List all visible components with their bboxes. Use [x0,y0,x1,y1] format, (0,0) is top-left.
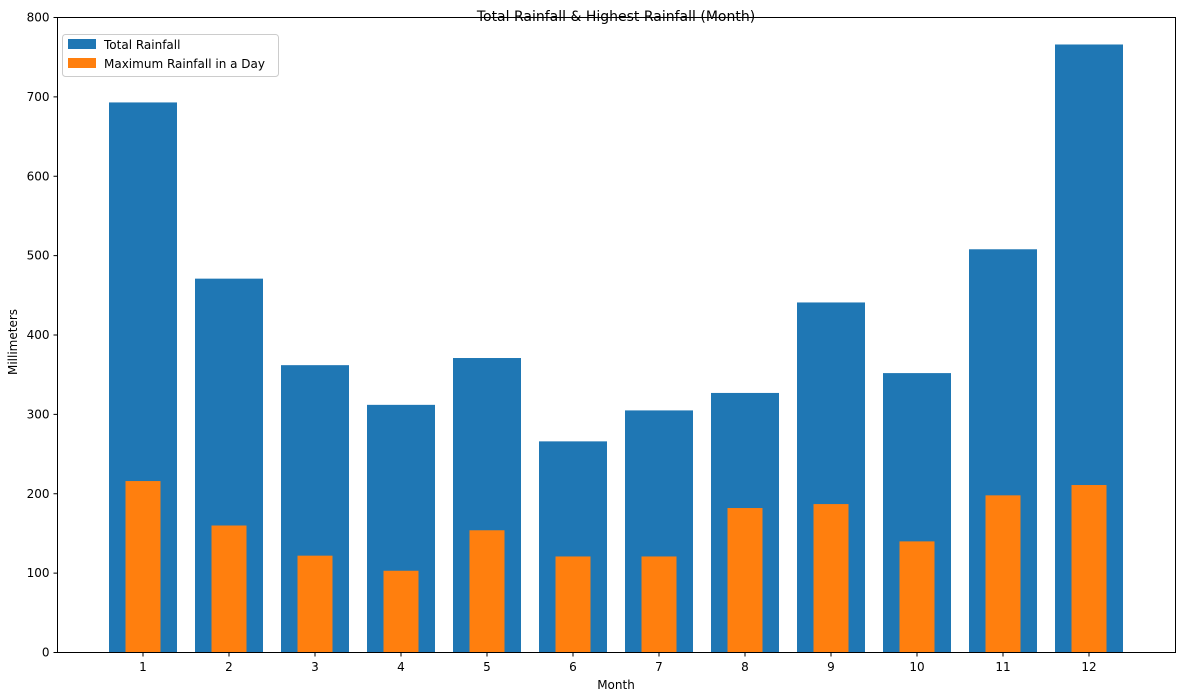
x-tick-label-11: 11 [995,660,1010,674]
y-axis-ticks: 0 100 200 300 400 500 600 700 800 [27,11,58,660]
y-tick-label-200: 200 [27,487,50,501]
bar-max-rainfall-6 [555,556,591,653]
legend-swatch-max [68,58,96,68]
legend: Total Rainfall Maximum Rainfall in a Day [62,34,279,77]
x-tick-label-6: 6 [569,660,577,674]
legend-box [62,34,279,77]
bar-max-rainfall-1 [125,481,161,653]
y-tick-label-600: 600 [27,169,50,183]
bar-max-rainfall-9 [813,504,849,653]
bar-max-rainfall-10 [899,541,935,653]
bar-max-rainfall-8 [727,508,763,653]
bar-max-rainfall-7 [641,556,677,653]
x-tick-label-7: 7 [655,660,663,674]
x-tick-label-12: 12 [1081,660,1096,674]
bar-max-rainfall-12 [1071,485,1107,653]
bar-max-rainfall-4 [383,570,419,653]
y-axis-label: Millimeters [6,309,20,375]
x-axis-ticks: 1 2 3 4 5 6 7 8 9 10 11 12 [139,652,1097,674]
x-tick-label-8: 8 [741,660,749,674]
y-tick-label-800: 800 [27,11,50,25]
x-tick-label-3: 3 [311,660,319,674]
x-tick-label-2: 2 [225,660,233,674]
y-tick-label-300: 300 [27,407,50,421]
x-tick-label-4: 4 [397,660,405,674]
bar-max-rainfall-2 [211,525,247,653]
bar-max-rainfall-3 [297,555,333,653]
bar-max-rainfall-5 [469,530,505,653]
legend-label-total: Total Rainfall [103,38,180,52]
y-tick-label-0: 0 [42,646,50,660]
legend-label-max: Maximum Rainfall in a Day [104,57,265,71]
x-axis-label: Month [597,678,635,692]
x-tick-label-1: 1 [139,660,147,674]
bar-max-rainfall-11 [985,495,1021,653]
y-tick-label-100: 100 [27,566,50,580]
x-tick-label-9: 9 [827,660,835,674]
x-tick-label-10: 10 [909,660,924,674]
legend-swatch-total [68,39,96,49]
y-tick-label-400: 400 [27,328,50,342]
bars-layer [109,44,1123,653]
y-tick-label-500: 500 [27,249,50,263]
x-tick-label-5: 5 [483,660,491,674]
y-tick-label-700: 700 [27,90,50,104]
plot-frame [57,17,1176,653]
